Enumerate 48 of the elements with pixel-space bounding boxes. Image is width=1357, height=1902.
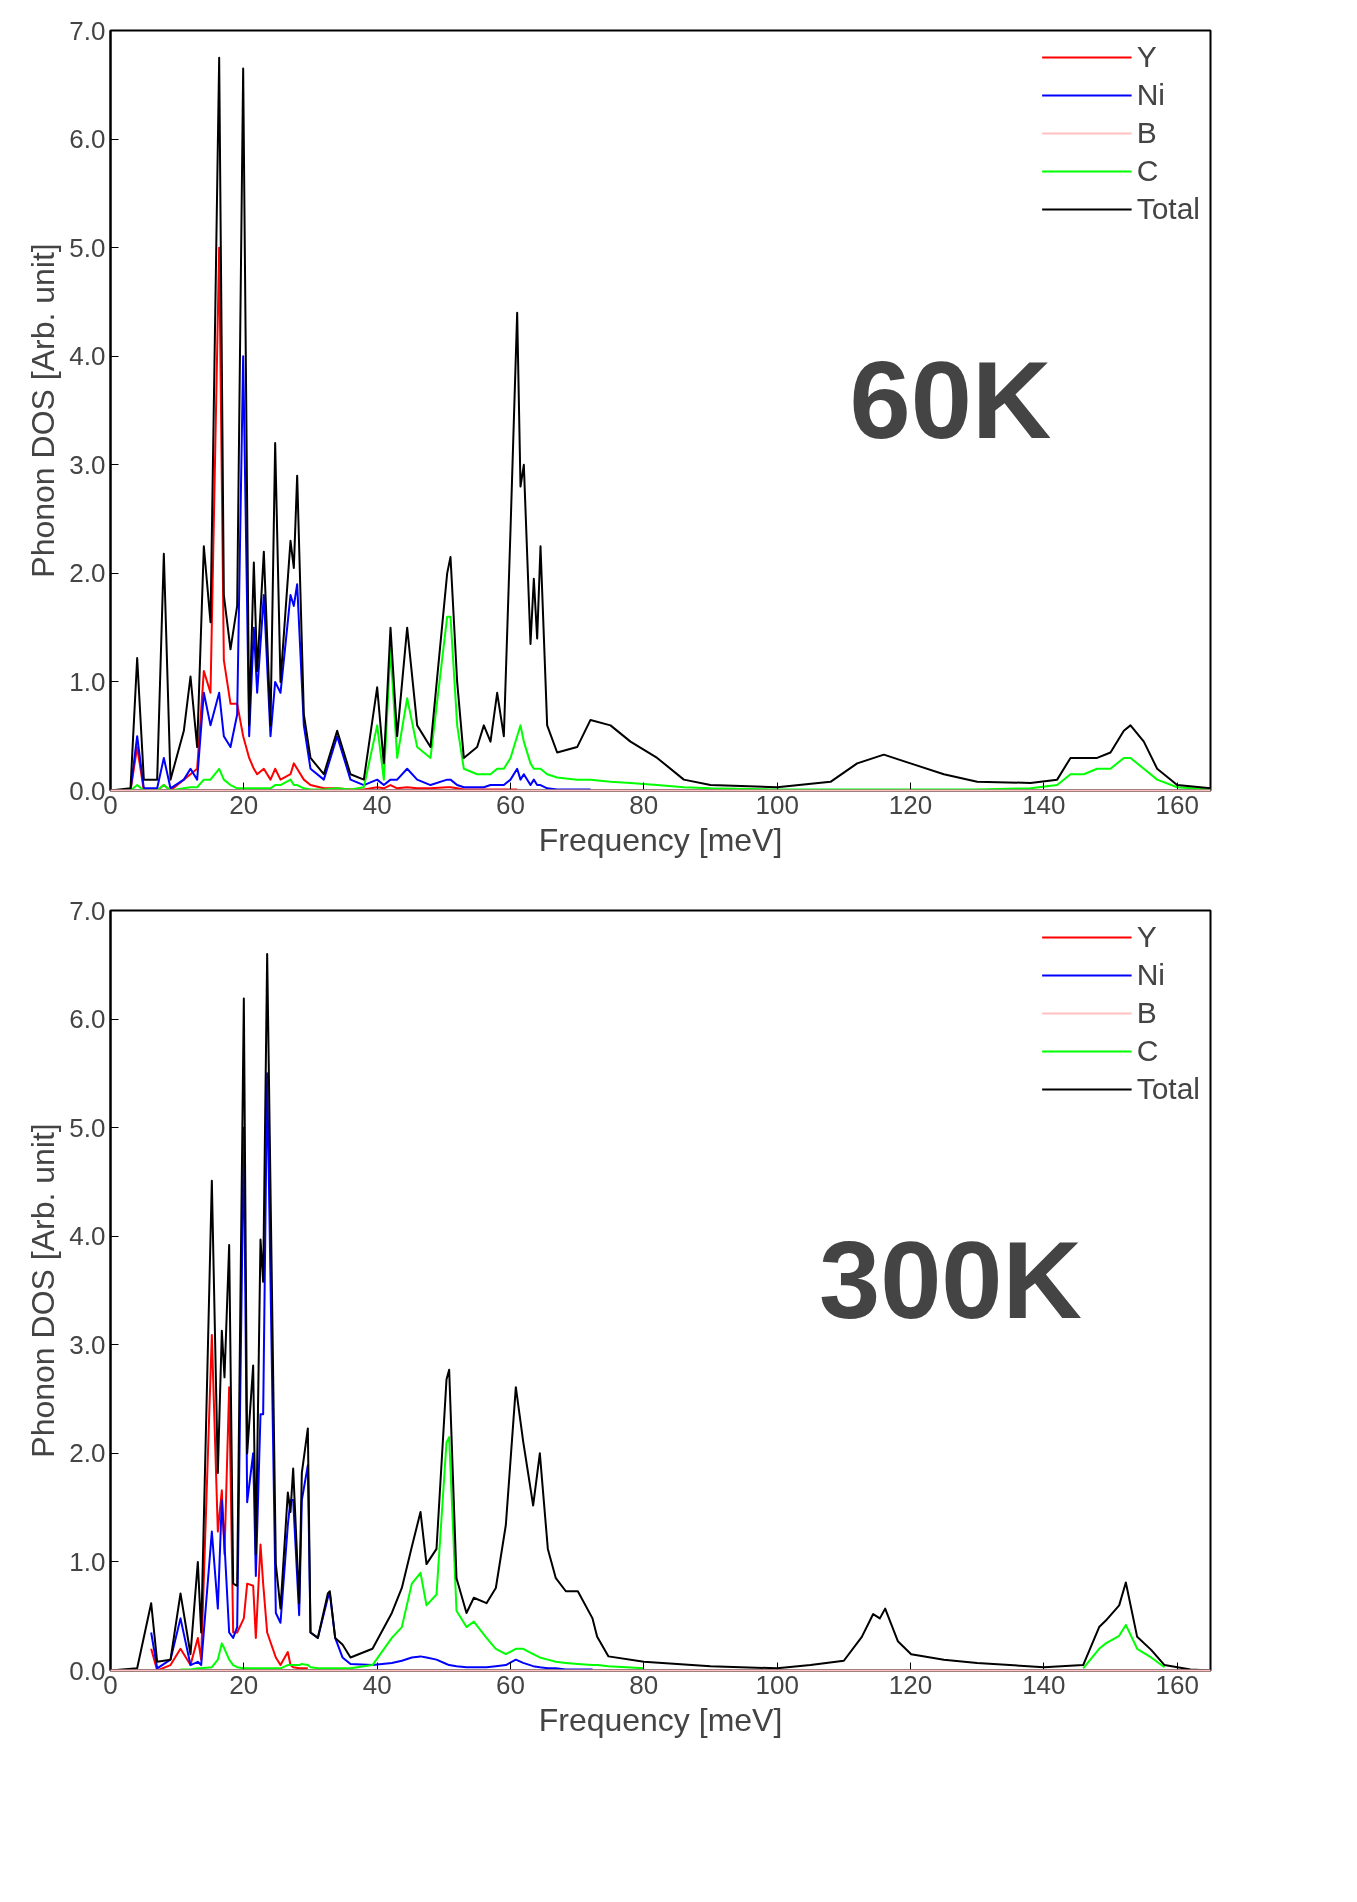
- y-tick-label: 7.0: [69, 15, 106, 46]
- legend-label: Y: [1136, 920, 1157, 954]
- x-tick-label: 20: [229, 789, 259, 820]
- y-tick-label: 4.0: [69, 1221, 106, 1252]
- y-tick-label: 1.0: [69, 666, 106, 697]
- line-series: [150, 1072, 594, 1671]
- x-tick-label: 100: [755, 1669, 799, 1700]
- legend-label: C: [1136, 1034, 1159, 1068]
- x-tick-label: 140: [1022, 1669, 1066, 1700]
- x-axis-title: Frequency [meV]: [538, 821, 783, 858]
- x-tick-label: 80: [629, 789, 659, 820]
- x-axis-title: Frequency [meV]: [538, 1701, 783, 1738]
- x-tick-label: 60: [496, 1669, 525, 1700]
- y-tick-label: 4.0: [69, 341, 106, 372]
- y-tick-label: 5.0: [69, 232, 106, 263]
- y-tick-label: 6.0: [69, 1004, 106, 1035]
- x-tick-label: 140: [1022, 789, 1066, 820]
- y-tick-label: 3.0: [69, 1329, 106, 1360]
- legend-label: B: [1136, 996, 1157, 1030]
- x-tick-label: 120: [888, 789, 933, 820]
- legend-label: Y: [1136, 40, 1157, 74]
- annotation: 60K: [849, 337, 1052, 461]
- y-tick-label: 2.0: [69, 1438, 106, 1469]
- x-tick-label: 40: [362, 789, 392, 820]
- x-tick-label: 80: [629, 1669, 659, 1700]
- y-axis-title: Phonon DOS [Arb. unit]: [25, 243, 62, 578]
- x-tick-label: 40: [362, 1669, 392, 1700]
- x-tick-label: 120: [888, 1669, 933, 1700]
- legend-label: C: [1136, 154, 1159, 188]
- y-tick-label: 5.0: [69, 1112, 106, 1143]
- y-axis-title: Phonon DOS [Arb. unit]: [25, 1123, 62, 1458]
- annotation: 300K: [819, 1217, 1082, 1341]
- x-tick-label: 160: [1155, 789, 1199, 820]
- legend-label: Ni: [1136, 78, 1165, 112]
- y-tick-label: 6.0: [69, 124, 106, 155]
- y-tick-label: 3.0: [69, 449, 106, 480]
- y-tick-label: 1.0: [69, 1546, 106, 1577]
- x-tick-label: 160: [1155, 1669, 1199, 1700]
- y-tick-label: 2.0: [69, 558, 106, 589]
- x-tick-label: 100: [755, 789, 799, 820]
- legend-label: Total: [1136, 1072, 1200, 1106]
- legend-label: Ni: [1136, 958, 1165, 992]
- line-series: [150, 1334, 309, 1671]
- x-tick-label: 20: [229, 1669, 259, 1700]
- legend-label: B: [1136, 116, 1157, 150]
- legend-label: Total: [1136, 192, 1200, 226]
- y-tick-label: 7.0: [69, 895, 106, 926]
- x-tick-label: 60: [496, 789, 525, 820]
